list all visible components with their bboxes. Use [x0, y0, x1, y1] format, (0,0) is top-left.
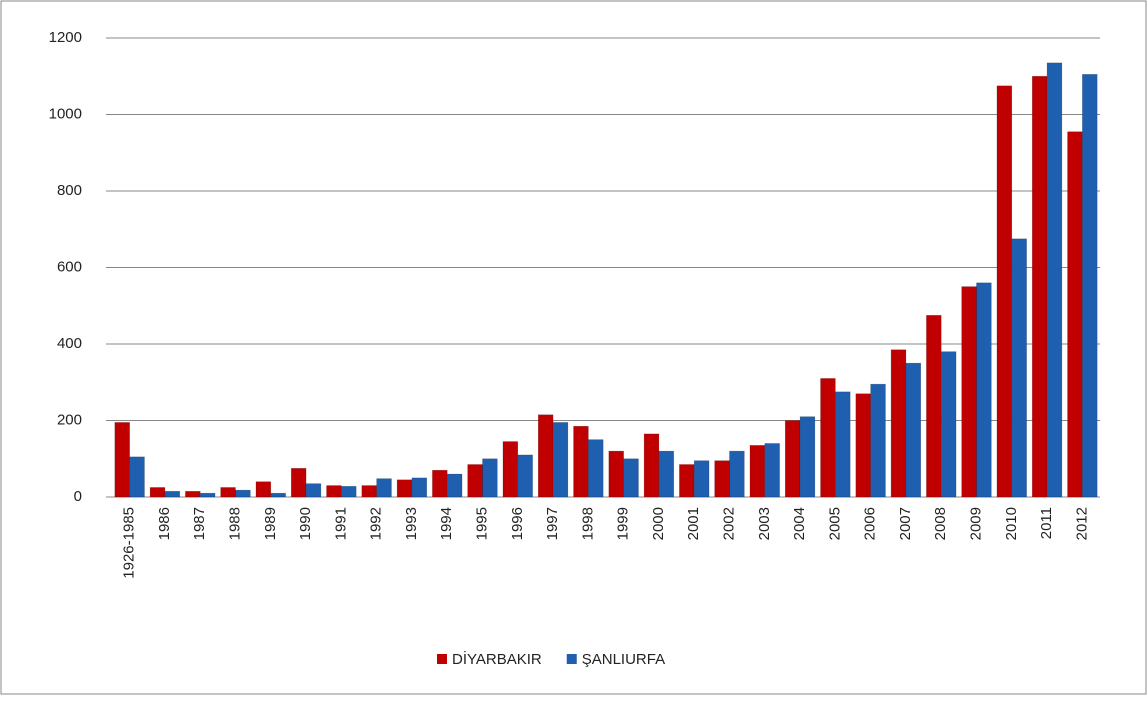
bar [940, 351, 957, 498]
x-tick-label: 1999 [615, 507, 632, 540]
x-tick-label: 1990 [297, 507, 314, 540]
bar [341, 485, 357, 498]
x-tick-label: 1987 [191, 507, 208, 540]
bar [729, 450, 745, 498]
x-tick-label: 1926-1985 [121, 507, 138, 579]
bar [326, 485, 342, 498]
bar [270, 492, 286, 498]
x-tick-label: 1996 [509, 507, 526, 540]
bar [996, 85, 1013, 498]
x-tick-label: 2006 [862, 507, 879, 540]
x-tick-label: 2002 [720, 507, 737, 540]
x-tick-label: 1986 [156, 507, 173, 540]
bar [890, 349, 907, 498]
bar [432, 469, 448, 498]
bar [149, 487, 166, 498]
bar [714, 460, 730, 498]
legend-label: ŞANLIURFA [582, 651, 665, 668]
bar [114, 422, 130, 498]
bar [467, 464, 483, 498]
bar [446, 473, 463, 498]
bar [361, 485, 377, 498]
bar [1082, 74, 1098, 498]
y-tick-label: 1200 [49, 29, 82, 46]
x-tick-label: 2011 [1038, 507, 1055, 539]
x-tick-label: 2003 [756, 507, 773, 540]
y-tick-label: 600 [57, 258, 82, 275]
bar [976, 282, 992, 498]
x-tick-label: 2001 [685, 507, 702, 540]
x-tick-label: 2005 [826, 507, 843, 540]
bar [129, 456, 145, 498]
bar [220, 487, 236, 498]
bar [835, 391, 851, 498]
bar [820, 378, 836, 498]
legend-swatch [437, 654, 447, 664]
bar [185, 490, 201, 498]
bar [411, 477, 428, 498]
x-tick-label: 1988 [226, 507, 243, 540]
x-tick-label: 1989 [262, 507, 279, 540]
bar [376, 478, 392, 498]
bar [926, 315, 942, 498]
bar [643, 433, 660, 498]
x-tick-label: 2008 [932, 507, 949, 540]
bar [537, 414, 554, 498]
bar [784, 420, 801, 498]
bar [1031, 75, 1048, 498]
bar [164, 490, 181, 498]
bar [588, 439, 604, 498]
bar [482, 458, 498, 498]
x-tick-label: 2007 [897, 507, 914, 540]
bar [764, 443, 780, 498]
bar [961, 286, 977, 498]
bar [396, 479, 413, 498]
x-tick-label: 2010 [1003, 507, 1020, 540]
bar [608, 450, 624, 498]
y-tick-label: 0 [74, 488, 82, 505]
y-tick-label: 1000 [49, 105, 82, 122]
x-tick-label: 2004 [791, 507, 808, 540]
bar [305, 483, 322, 498]
bar [1011, 238, 1027, 498]
x-tick-label: 1995 [473, 507, 490, 540]
x-tick-label: 1992 [368, 507, 385, 540]
legend-swatch [566, 654, 577, 664]
x-tick-label: 2009 [967, 507, 984, 540]
bar [855, 393, 871, 498]
bar [749, 445, 766, 498]
x-tick-label: 2012 [1073, 507, 1090, 540]
bar [552, 422, 569, 498]
x-tick-label: 1994 [438, 507, 455, 540]
x-tick-label: 1993 [403, 507, 420, 540]
x-tick-label: 1997 [544, 507, 561, 540]
bar [235, 489, 251, 498]
bar [1046, 62, 1063, 498]
bar [623, 458, 639, 498]
bar [517, 454, 533, 498]
bar [905, 362, 922, 498]
bar [290, 468, 307, 498]
y-tick-label: 400 [57, 335, 82, 352]
bar [199, 492, 216, 498]
legend-label: DİYARBAKIR [452, 650, 542, 668]
bar [679, 464, 695, 498]
bar [870, 383, 886, 498]
bar [573, 425, 589, 498]
bar [693, 460, 710, 498]
bar [255, 481, 272, 498]
bar [1067, 131, 1083, 498]
bar [502, 441, 519, 498]
x-tick-label: 2000 [650, 507, 667, 540]
bar [799, 416, 816, 498]
y-tick-label: 800 [57, 182, 82, 199]
x-tick-label: 1991 [332, 507, 349, 540]
x-tick-label: 1998 [579, 507, 596, 540]
bar [658, 450, 675, 498]
y-tick-label: 200 [57, 411, 82, 428]
